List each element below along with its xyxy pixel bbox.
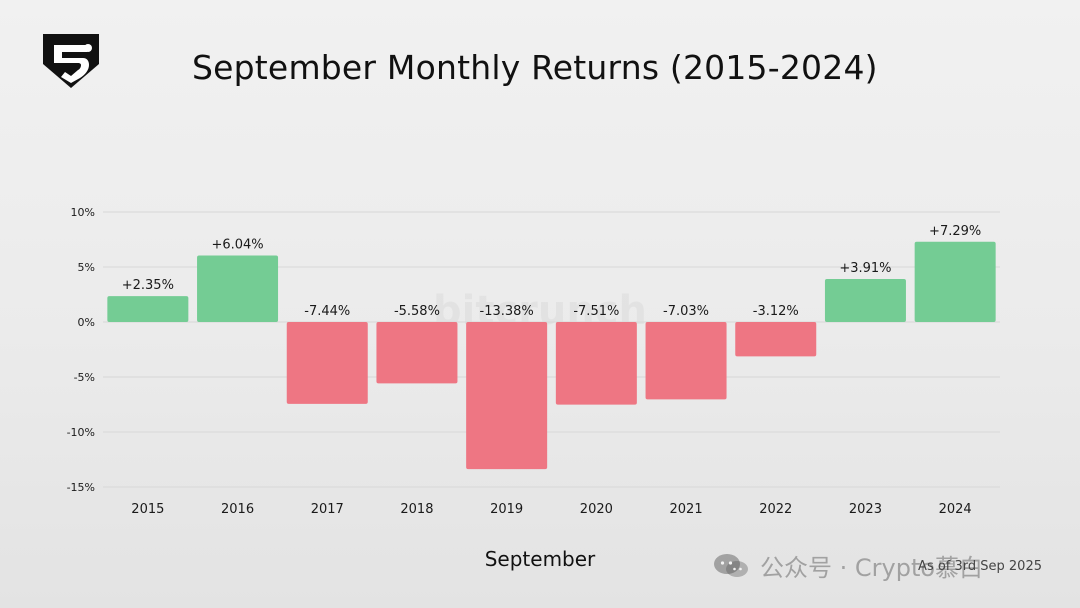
bar	[197, 255, 279, 322]
x-axis-label: September	[484, 547, 596, 571]
y-tick-label: -10%	[67, 426, 95, 439]
y-tick-label: 0%	[78, 316, 95, 329]
wechat-overlay: 公众号 · Crypto慕白	[712, 548, 983, 583]
data-label: -7.51%	[573, 304, 619, 319]
data-label: +6.04%	[211, 238, 263, 253]
x-tick-label: 2016	[221, 502, 254, 517]
data-label: +3.91%	[839, 261, 891, 276]
data-label: -3.12%	[753, 304, 799, 319]
x-tick-label: 2015	[131, 502, 164, 517]
x-tick-label: 2022	[759, 502, 792, 517]
chart-title: September Monthly Returns (2015-2024)	[192, 48, 878, 87]
x-tick-label: 2023	[849, 502, 882, 517]
y-tick-label: -15%	[67, 481, 95, 494]
data-label: -5.58%	[394, 304, 440, 319]
bar	[914, 241, 996, 322]
bar	[735, 322, 817, 357]
data-label: -7.03%	[663, 304, 709, 319]
x-tick-label: 2017	[311, 502, 344, 517]
data-label: -7.44%	[304, 304, 350, 319]
x-tick-label: 2021	[670, 502, 703, 517]
x-tick-label: 2019	[490, 502, 523, 517]
y-tick-label: 10%	[71, 206, 95, 219]
data-label: +7.29%	[929, 224, 981, 239]
bar	[107, 296, 189, 322]
shield-logo-icon	[43, 34, 99, 88]
as-of-note: As of 3rd Sep 2025	[918, 559, 1042, 574]
wechat-icon	[714, 553, 748, 577]
data-label: +2.35%	[122, 278, 174, 293]
bar	[555, 322, 637, 405]
bar	[645, 322, 727, 400]
y-tick-label: -5%	[74, 371, 95, 384]
bar	[286, 322, 368, 404]
x-tick-label: 2018	[400, 502, 433, 517]
wechat-overlay-text: 公众号 · Crypto慕白	[760, 554, 984, 582]
bar	[466, 322, 548, 470]
x-tick-label: 2020	[580, 502, 613, 517]
data-label: -13.38%	[480, 304, 534, 319]
y-tick-label: 5%	[78, 261, 95, 274]
bar	[376, 322, 458, 384]
bar	[824, 278, 906, 322]
x-tick-label: 2024	[939, 502, 972, 517]
